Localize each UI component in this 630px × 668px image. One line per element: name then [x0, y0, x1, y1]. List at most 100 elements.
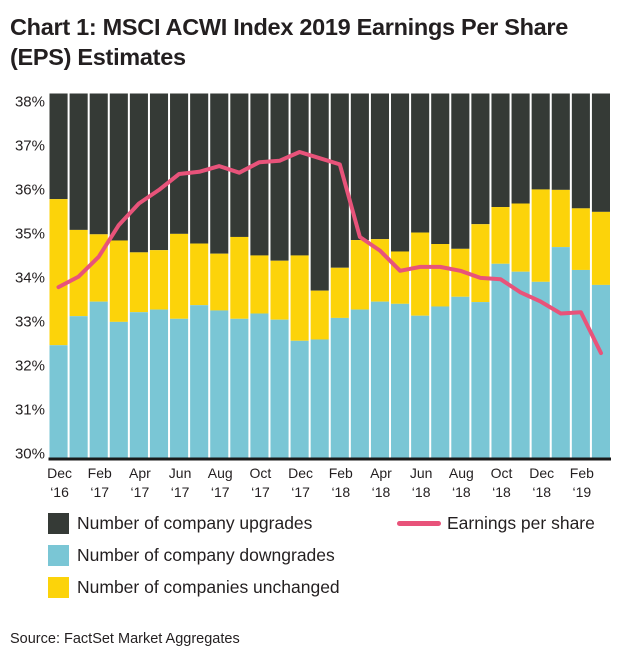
bar-unchanged: [109, 240, 128, 322]
legend-item-downgrades: Number of company downgrades: [48, 545, 335, 566]
bar-downgrades: [411, 315, 430, 458]
bar-downgrades: [190, 305, 209, 458]
bar-downgrades: [210, 310, 229, 458]
legend-line-eps: [397, 521, 441, 526]
bar-unchanged: [431, 244, 450, 307]
bar-downgrades: [49, 345, 68, 458]
bar-upgrades: [230, 93, 249, 237]
legend-swatch-unchanged: [48, 577, 69, 598]
bar-upgrades: [491, 93, 510, 208]
x-tick-year: ‘18: [372, 484, 391, 500]
bar-downgrades: [290, 340, 309, 458]
bar-upgrades: [330, 93, 349, 268]
bar-upgrades: [290, 93, 309, 256]
bar-unchanged: [551, 189, 570, 248]
x-tick-year: ‘16: [50, 484, 69, 500]
y-tick-label: 31%: [15, 402, 45, 419]
chart-plot: 30% 31% 32% 33% 34% 35% 36% 37% 38% Dec ‘16 Feb ‘17…: [15, 93, 611, 500]
x-tick-year: ‘18: [452, 484, 471, 500]
x-tick-year: ‘18: [331, 484, 350, 500]
x-tick-month: Aug: [449, 465, 474, 481]
legend-item-eps: Earnings per share: [397, 513, 595, 534]
x-tick-month: Dec: [529, 465, 554, 481]
x-tick-month: Apr: [370, 465, 392, 481]
bar-unchanged: [129, 252, 148, 313]
bar-upgrades: [471, 93, 490, 225]
legend-swatch-upgrades: [48, 513, 69, 534]
bar-unchanged: [149, 250, 169, 310]
bar-downgrades: [451, 296, 470, 458]
legend-swatch-downgrades: [48, 545, 69, 566]
bar-unchanged: [591, 211, 610, 285]
bar-unchanged: [350, 240, 369, 310]
y-tick-label: 33%: [15, 314, 45, 331]
bar-unchanged: [471, 224, 490, 303]
y-tick-label: 30%: [15, 446, 45, 463]
bar-downgrades: [69, 316, 88, 458]
bar-downgrades: [109, 321, 128, 458]
bar-upgrades: [270, 93, 289, 261]
bar-upgrades: [411, 93, 430, 233]
y-tick-label: 35%: [15, 226, 45, 243]
bar-upgrades: [170, 93, 189, 234]
bar-upgrades: [551, 93, 570, 190]
bar-downgrades: [230, 318, 249, 458]
bar-unchanged: [411, 232, 430, 316]
y-tick-label: 37%: [15, 138, 45, 155]
x-tick-year: ‘17: [211, 484, 230, 500]
x-tick-month: Oct: [491, 465, 513, 481]
bar-downgrades: [89, 301, 108, 458]
bar-upgrades: [129, 93, 148, 253]
bar-downgrades: [431, 306, 450, 458]
x-tick-year: ‘17: [251, 484, 270, 500]
legend-item-unchanged: Number of companies unchanged: [48, 577, 340, 598]
y-tick-label: 38%: [15, 94, 45, 111]
bar-unchanged: [330, 267, 349, 318]
bar-downgrades: [591, 284, 610, 458]
x-tick-month: Jun: [169, 465, 192, 481]
y-axis-ticks: 30% 31% 32% 33% 34% 35% 36% 37% 38%: [15, 94, 45, 463]
bar-downgrades: [370, 301, 390, 458]
bar-downgrades: [531, 281, 550, 458]
bar-downgrades: [129, 312, 148, 458]
x-tick-year: ‘19: [573, 484, 592, 500]
bar-downgrades: [551, 247, 570, 458]
source-note: Source: FactSet Market Aggregates: [10, 631, 240, 647]
bar-unchanged: [230, 236, 249, 319]
bar-upgrades: [571, 93, 590, 209]
x-tick-month: Apr: [129, 465, 151, 481]
bar-upgrades: [149, 93, 169, 251]
bar-upgrades: [89, 93, 108, 235]
bar-unchanged: [170, 233, 189, 319]
bar-upgrades: [431, 93, 450, 244]
x-tick-month: Jun: [410, 465, 433, 481]
x-tick-year: ‘17: [171, 484, 190, 500]
bar-downgrades: [471, 302, 490, 458]
x-tick-month: Feb: [88, 465, 112, 481]
x-tick-month: Aug: [208, 465, 233, 481]
chart-title: Chart 1: MSCI ACWI Index 2019 Earnings P…: [10, 14, 569, 70]
bar-unchanged: [531, 189, 550, 282]
x-tick-month: Feb: [570, 465, 594, 481]
x-tick-year: ‘17: [131, 484, 150, 500]
x-tick-month: Oct: [250, 465, 272, 481]
x-tick-year: ‘18: [532, 484, 551, 500]
bar-upgrades: [531, 93, 550, 190]
bar-upgrades: [49, 93, 68, 200]
bar-upgrades: [69, 93, 88, 230]
x-axis-ticks: Dec ‘16 Feb ‘17 Apr ‘17 Jun ‘17 Aug ‘17 Oct ‘17 Dec ‘…: [47, 465, 594, 500]
bar-downgrades: [571, 269, 590, 458]
y-tick-label: 32%: [15, 358, 45, 375]
legend-item-upgrades: Number of company upgrades: [48, 513, 312, 534]
bar-upgrades: [370, 93, 390, 240]
bar-upgrades: [591, 93, 610, 212]
bar-downgrades: [250, 313, 269, 458]
bar-group: [49, 93, 610, 458]
legend-label: Number of company upgrades: [77, 513, 313, 533]
bar-unchanged: [511, 203, 530, 272]
eps-points: [58, 151, 602, 354]
bar-downgrades: [391, 303, 410, 458]
bar-upgrades: [109, 93, 128, 241]
y-tick-label: 34%: [15, 270, 45, 287]
eps-line: [56, 150, 603, 356]
